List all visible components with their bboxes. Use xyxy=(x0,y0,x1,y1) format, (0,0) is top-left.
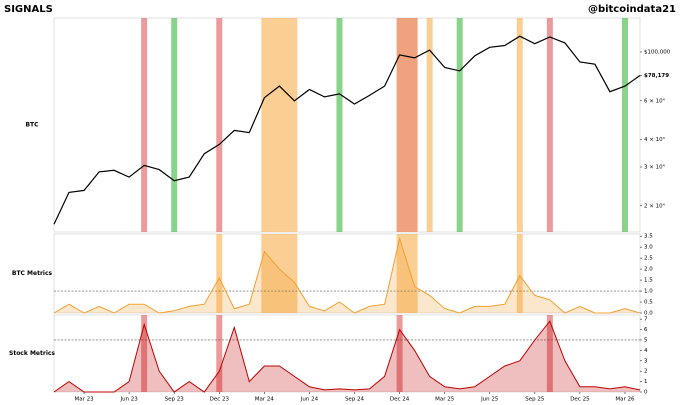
signal-band xyxy=(396,18,418,232)
signal-band xyxy=(516,234,523,313)
y-tick-label: 3 xyxy=(644,358,648,364)
y-tick-label: 0.0 xyxy=(644,311,653,317)
signal-band xyxy=(336,18,343,232)
y-tick-label: 4 xyxy=(644,348,648,354)
x-tick-label: Mar 25 xyxy=(435,397,455,403)
signal-band xyxy=(216,315,223,392)
y-tick-label: 3.5 xyxy=(644,234,653,240)
x-tick-label: Sep 25 xyxy=(525,397,545,403)
y-tick-label: 6 xyxy=(644,327,648,333)
x-tick-label: Jun 25 xyxy=(480,397,499,403)
panel-frame xyxy=(53,314,641,393)
signal-band xyxy=(216,18,223,232)
y-tick-label: 4 × 10⁴ xyxy=(644,136,666,143)
signal-band xyxy=(456,18,463,232)
y-tick-label: 1.0 xyxy=(644,289,653,295)
y-tick-label: $100,000 xyxy=(644,49,671,55)
signal-band xyxy=(396,315,403,392)
y-axis-label: Stock Metrics xyxy=(9,350,55,357)
handle: @bitcoindata21 xyxy=(588,4,676,15)
x-tick-label: Dec 24 xyxy=(390,397,410,403)
signal-band xyxy=(216,234,223,313)
x-tick-label: Mar 26 xyxy=(615,397,635,403)
x-tick-label: Mar 23 xyxy=(74,397,94,403)
x-tick-label: Jun 24 xyxy=(300,397,319,403)
y-tick-label: 2.0 xyxy=(644,267,653,273)
y-tick-label: 5 xyxy=(644,337,648,343)
signal-band xyxy=(396,234,418,313)
y-tick-label: 3.0 xyxy=(644,245,653,251)
signal-band xyxy=(546,18,553,232)
signal-band xyxy=(621,18,628,232)
y-tick-label: 2 × 10⁴ xyxy=(644,202,666,209)
y-axis-label: BTC xyxy=(25,122,39,129)
y-tick-label: 3 × 10⁴ xyxy=(644,164,666,171)
y-tick-label: 0.5 xyxy=(644,300,653,306)
signal-band xyxy=(261,234,298,313)
x-tick-label: Dec 23 xyxy=(210,397,230,403)
y-tick-label: 2.5 xyxy=(644,256,653,262)
signal-band xyxy=(546,315,553,392)
signal-band xyxy=(516,18,523,232)
y-axis-label: BTC Metrics xyxy=(12,270,53,277)
signal-band xyxy=(141,315,148,392)
chart-title: SIGNALS xyxy=(4,4,53,15)
series-line xyxy=(53,236,641,314)
signal-band xyxy=(141,18,148,232)
x-tick-label: Sep 23 xyxy=(165,397,185,403)
y-tick-label: 1 xyxy=(644,379,648,385)
signal-band xyxy=(426,18,433,232)
y-tick-label: 6 × 10⁴ xyxy=(644,97,666,104)
x-tick-label: Sep 24 xyxy=(345,397,365,403)
x-tick-label: Mar 24 xyxy=(255,397,275,403)
y-tick-label: 0 xyxy=(644,390,648,396)
panel-frame xyxy=(53,17,641,233)
panel-frame xyxy=(53,233,641,314)
x-tick-label: Jun 23 xyxy=(119,397,138,403)
series-line xyxy=(53,320,641,393)
y-tick-label: 1.5 xyxy=(644,278,653,284)
series-line xyxy=(53,35,641,225)
y-tick-label: 7 xyxy=(644,317,648,323)
y-tick-label: 2 xyxy=(644,369,648,375)
last-price-label: $78,179 xyxy=(644,73,669,79)
x-tick-label: Dec 25 xyxy=(570,397,590,403)
signal-band xyxy=(171,18,178,232)
signal-band xyxy=(261,18,298,232)
